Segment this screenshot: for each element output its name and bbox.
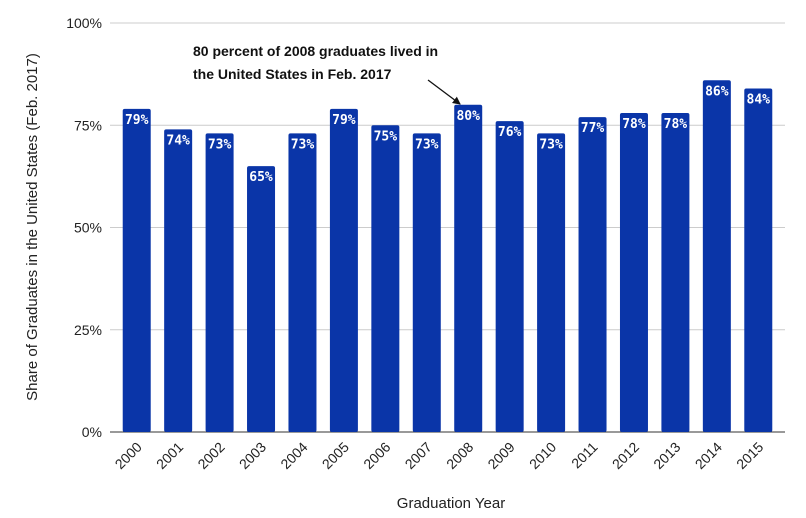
x-tick-label: 2000 <box>111 439 144 472</box>
x-tick-label: 2015 <box>733 439 766 472</box>
x-tick-label: 2011 <box>568 439 601 472</box>
bar <box>371 125 400 432</box>
annotation-line-2: the United States in Feb. 2017 <box>193 66 392 82</box>
bar-value-label: 84% <box>747 92 771 107</box>
x-axis-title: Graduation Year <box>397 495 505 512</box>
bar <box>661 112 690 432</box>
y-tick-label: 25% <box>74 322 102 338</box>
bar <box>702 80 731 432</box>
bar-value-label: 76% <box>498 125 522 140</box>
bar-value-label: 77% <box>581 121 605 136</box>
x-tick-label: 2012 <box>609 439 642 472</box>
bar-value-label: 65% <box>249 170 273 185</box>
bar-value-label: 80% <box>456 109 480 124</box>
bar <box>247 166 276 432</box>
bar-value-label: 73% <box>539 137 563 152</box>
bar <box>288 133 317 432</box>
x-tick-label: 2004 <box>277 439 310 472</box>
annotation-arrow <box>427 79 461 105</box>
x-tick-label: 2006 <box>360 439 393 472</box>
bar <box>329 108 358 432</box>
bar-value-label: 79% <box>125 113 149 128</box>
bar-value-label: 75% <box>374 129 398 144</box>
y-tick-label: 50% <box>74 220 102 236</box>
bar <box>495 121 524 432</box>
x-tick-label: 2007 <box>402 439 435 472</box>
bar <box>744 88 773 432</box>
bar-value-label: 78% <box>622 117 646 132</box>
bar <box>412 133 441 432</box>
y-tick-label: 0% <box>82 424 102 440</box>
annotation-line-1: 80 percent of 2008 graduates lived in <box>193 43 438 59</box>
x-tick-labels: 2000 2001 2002 2003 2004 2005 2006 2007 2008 2009… <box>111 439 766 472</box>
x-tick-label: 2002 <box>194 439 227 472</box>
x-tick-label: 2001 <box>153 439 186 472</box>
x-tick-label: 2005 <box>319 439 352 472</box>
bar-value-label: 74% <box>166 133 190 148</box>
bars: 79% 74% 73% 65% 73% 79% 75% 73% 80% 76% 73% 77% 78% 7… <box>122 80 773 433</box>
y-tick-labels: 0% 25% 50% 75% 100% <box>66 15 102 440</box>
bar <box>205 133 234 432</box>
x-tick-label: 2003 <box>236 439 269 472</box>
bar-value-label: 79% <box>332 113 356 128</box>
y-axis-title: Share of Graduates in the United States … <box>24 53 41 401</box>
bar <box>619 112 648 432</box>
bar-value-label: 73% <box>291 137 315 152</box>
x-tick-label: 2013 <box>650 439 683 472</box>
bar-value-label: 86% <box>705 84 729 99</box>
annotation: 80 percent of 2008 graduates lived in th… <box>193 43 461 105</box>
bar <box>454 104 483 433</box>
y-tick-label: 75% <box>74 117 102 133</box>
bar <box>164 129 193 432</box>
bar-value-label: 73% <box>415 137 439 152</box>
bar-value-label: 73% <box>208 137 232 152</box>
y-tick-label: 100% <box>66 15 102 31</box>
bar-value-label: 78% <box>664 117 688 132</box>
x-tick-label: 2008 <box>443 439 476 472</box>
x-tick-label: 2014 <box>692 439 725 472</box>
bar <box>122 108 151 432</box>
bar <box>537 133 566 432</box>
x-tick-label: 2010 <box>526 439 559 472</box>
x-tick-label: 2009 <box>484 439 517 472</box>
bar <box>578 117 607 432</box>
